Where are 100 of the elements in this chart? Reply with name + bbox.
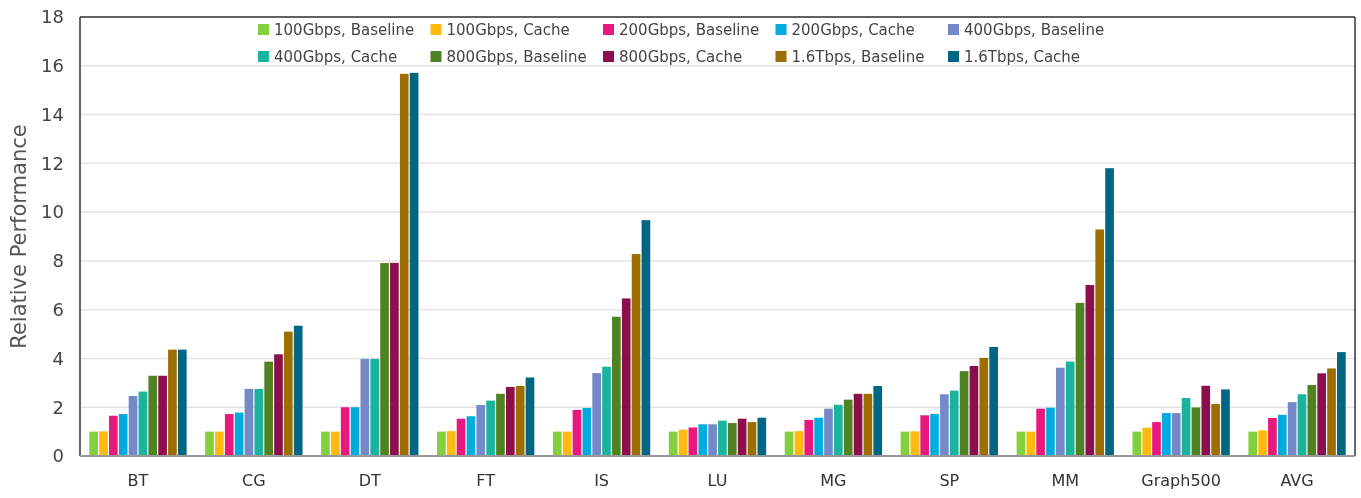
bar — [350, 407, 360, 456]
bar — [698, 424, 708, 456]
bar — [505, 386, 515, 456]
bar — [1095, 229, 1105, 456]
y-tick-label: 0 — [52, 445, 64, 467]
bar — [205, 431, 214, 456]
bar — [602, 366, 611, 456]
legend-label: 200Gbps, Cache — [791, 21, 915, 40]
bar — [321, 431, 330, 456]
x-tick-label: MG — [820, 471, 847, 490]
bar — [989, 346, 998, 456]
bar — [853, 393, 863, 456]
bar — [979, 357, 989, 456]
x-tick-label: SP — [939, 471, 960, 490]
bar — [1211, 404, 1220, 456]
x-tick-label: FT — [476, 471, 496, 490]
bar — [99, 431, 108, 456]
x-tick-label: BT — [127, 471, 149, 490]
bar — [747, 422, 757, 456]
bar — [552, 431, 562, 456]
bar — [1162, 413, 1171, 456]
bar — [446, 431, 456, 456]
x-tick-label: MM — [1051, 471, 1080, 490]
legend-label: 800Gbps, Cache — [619, 48, 743, 67]
bar — [1277, 414, 1287, 456]
bar — [910, 431, 920, 456]
legend-label: 200Gbps, Baseline — [619, 21, 760, 40]
bar — [138, 391, 148, 456]
bar — [1297, 394, 1307, 456]
y-tick-label: 12 — [41, 152, 64, 174]
bar — [254, 388, 264, 456]
bar — [959, 371, 969, 456]
bar — [621, 298, 631, 456]
bar — [1181, 397, 1191, 456]
bar — [708, 424, 717, 456]
y-tick-label: 2 — [52, 396, 64, 418]
y-tick-label: 4 — [52, 347, 64, 369]
bar — [390, 262, 399, 456]
bar — [1065, 361, 1075, 456]
y-axis-title: Relative Performance — [7, 124, 31, 349]
x-tick-label: AVG — [1280, 471, 1314, 490]
y-tick-label: 14 — [41, 103, 64, 125]
bar — [1026, 431, 1036, 456]
bar — [824, 408, 833, 456]
y-tick-label: 18 — [41, 6, 64, 28]
x-tick-label: DT — [358, 471, 382, 490]
bar — [582, 407, 592, 456]
bar — [244, 388, 254, 456]
legend-label: 100Gbps, Cache — [446, 21, 570, 40]
bar — [466, 416, 476, 456]
bar — [592, 373, 601, 456]
legend-label: 1.6Tbps, Baseline — [791, 48, 925, 67]
bar — [863, 393, 873, 456]
legend-label: 1.6Tbps, Cache — [964, 48, 1081, 67]
bar — [476, 405, 486, 456]
bar — [1268, 417, 1277, 456]
bar — [1152, 422, 1161, 456]
bar — [515, 386, 525, 456]
bar — [360, 358, 370, 456]
bar — [641, 220, 651, 456]
bar — [1036, 408, 1045, 456]
bar — [177, 349, 187, 456]
x-tick-label: CG — [242, 471, 266, 490]
bar — [399, 73, 409, 456]
bar — [668, 431, 678, 456]
y-tick-label: 10 — [41, 201, 64, 223]
bar — [1075, 302, 1085, 456]
bar — [409, 72, 419, 456]
bar — [814, 417, 823, 456]
bar — [1046, 407, 1055, 456]
bar — [293, 325, 303, 456]
bar — [940, 394, 949, 456]
bar — [109, 415, 118, 456]
bar — [612, 316, 621, 456]
bar — [1327, 368, 1336, 456]
bar — [1221, 389, 1230, 456]
bar — [274, 354, 283, 456]
bar — [843, 399, 853, 456]
y-tick-label: 8 — [52, 250, 64, 272]
bar — [572, 409, 582, 456]
bar — [757, 417, 767, 456]
bar — [437, 431, 446, 456]
y-tick-label: 16 — [41, 55, 64, 77]
legend-label: 100Gbps, Baseline — [274, 21, 415, 40]
bar — [224, 414, 234, 456]
bar — [1201, 385, 1211, 456]
bar — [496, 393, 505, 456]
bar — [486, 400, 495, 456]
bar — [284, 331, 293, 456]
bar — [168, 349, 177, 456]
bar — [158, 375, 167, 456]
bar — [340, 407, 350, 456]
bar — [804, 419, 814, 456]
bar — [920, 415, 930, 456]
bar — [118, 414, 128, 456]
bar — [525, 377, 535, 456]
bar — [873, 386, 883, 456]
bar — [1317, 373, 1327, 456]
bar — [89, 431, 98, 456]
legend-label: 400Gbps, Cache — [274, 48, 398, 67]
